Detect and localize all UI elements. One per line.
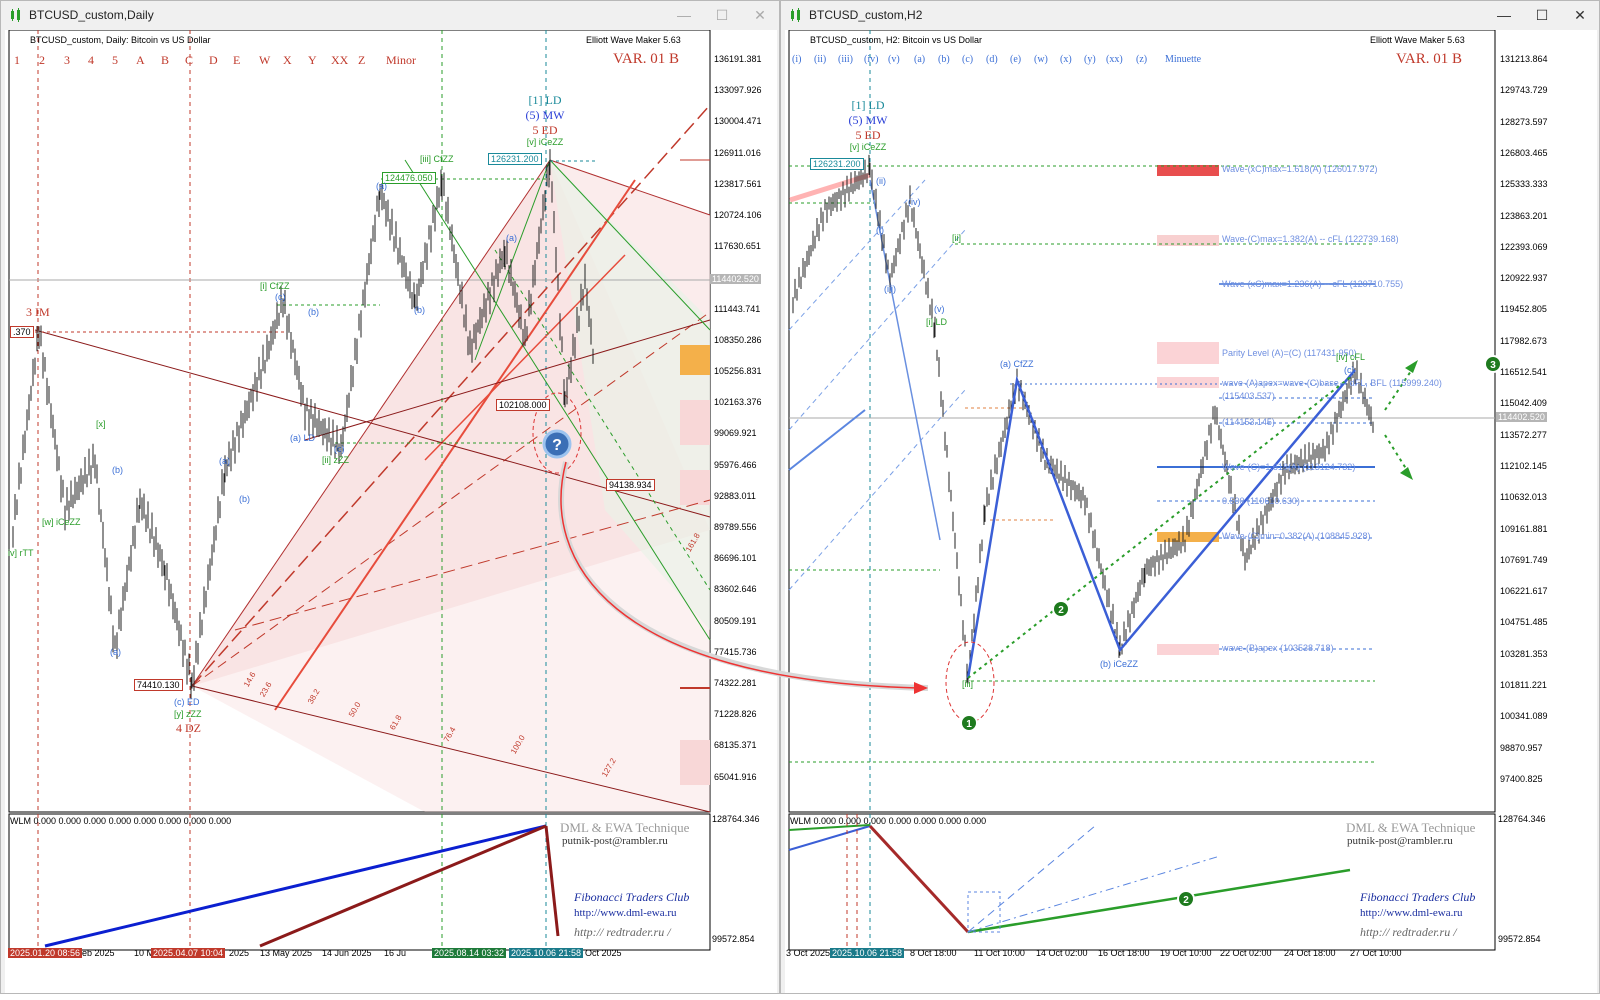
- marker-1-icon: 1: [960, 714, 978, 732]
- maximize-button[interactable]: ☐: [715, 6, 729, 23]
- marker-3-icon: 3: [1484, 355, 1502, 373]
- wave-abc-path: [966, 369, 1356, 679]
- fib-zone-pink: [680, 400, 710, 445]
- h2-window-title: BTCUSD_custom,H2: [809, 8, 923, 22]
- fib-zone-pink-3: [680, 740, 710, 785]
- fib-zone-parity: [1157, 342, 1219, 364]
- h2-chart-area[interactable]: 1 2 3 2: [785, 29, 1597, 995]
- daily-chart-canvas[interactable]: ?: [5, 29, 777, 995]
- svg-text:1: 1: [966, 719, 972, 730]
- fib-zone-apex: [1157, 377, 1219, 388]
- h2-window-titlebar[interactable]: BTCUSD_custom,H2 — ☐ ✕: [781, 1, 1599, 29]
- svg-text:2: 2: [1183, 895, 1189, 906]
- fib-zone-pink: [1157, 235, 1219, 246]
- chart-window-icon: [11, 8, 20, 22]
- svg-text:2: 2: [1058, 605, 1064, 616]
- fib-zone-b-apex: [1157, 644, 1219, 655]
- close-button[interactable]: ✕: [1574, 6, 1586, 23]
- daily-chart-area[interactable]: ?: [5, 29, 777, 995]
- fib-zone-orange: [1157, 532, 1219, 542]
- fib-zone-pink-2: [680, 470, 710, 505]
- h2-price-bars: [792, 154, 1374, 684]
- daily-wlm-indicator: [44, 824, 560, 948]
- marker-2-icon-indicator: 2: [1177, 890, 1195, 908]
- daily-chart-window[interactable]: BTCUSD_custom,Daily — ☐ ✕: [0, 0, 780, 994]
- svg-text:3: 3: [1490, 360, 1496, 371]
- daily-window-title: BTCUSD_custom,Daily: [29, 8, 154, 22]
- marker-2-icon: 2: [1052, 600, 1070, 618]
- h2-chart-canvas[interactable]: 1 2 3 2: [785, 29, 1597, 995]
- projection-line: [967, 374, 1354, 679]
- svg-text:?: ?: [552, 437, 562, 454]
- close-button[interactable]: ✕: [754, 6, 766, 23]
- minimize-button[interactable]: —: [1497, 7, 1511, 23]
- chart-window-icon: [791, 8, 800, 22]
- h2-chart-window[interactable]: BTCUSD_custom,H2 — ☐ ✕: [780, 0, 1600, 994]
- question-marker-icon[interactable]: [542, 429, 572, 459]
- daily-price-bars: [12, 149, 594, 699]
- minimize-button[interactable]: —: [677, 7, 691, 23]
- fib-zone-red: [1157, 165, 1219, 176]
- h2-wlm-indicator: [788, 814, 1351, 950]
- daily-window-titlebar[interactable]: BTCUSD_custom,Daily — ☐ ✕: [1, 1, 779, 29]
- maximize-button[interactable]: ☐: [1535, 6, 1549, 23]
- fib-zone-orange: [680, 345, 710, 375]
